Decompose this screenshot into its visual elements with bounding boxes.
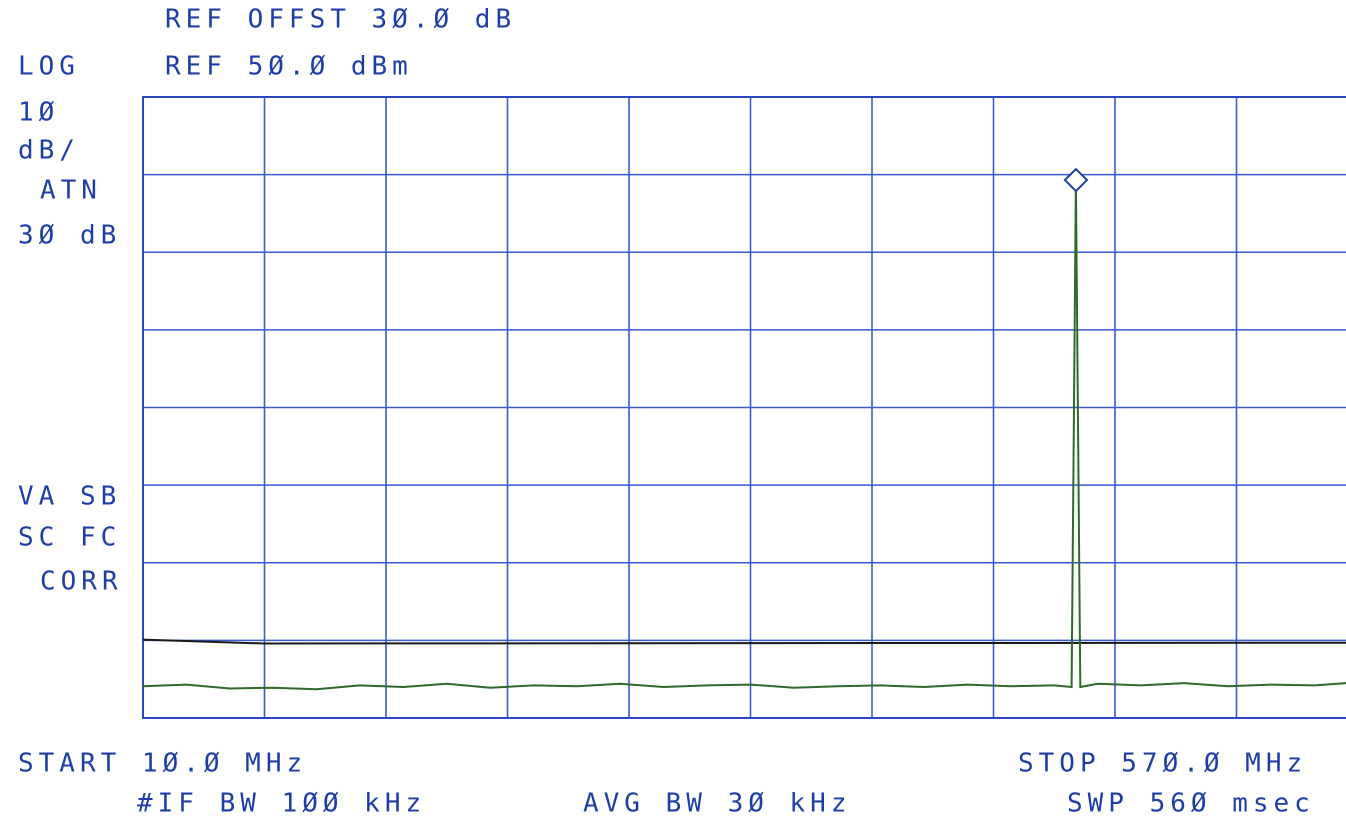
annotation: REF OFFST 3Ø.Ø dB — [165, 5, 516, 35]
annotation: ATN — [40, 176, 102, 206]
annotation: SC FC — [18, 523, 121, 553]
plot-frame — [142, 96, 1346, 719]
annotation: CORR — [40, 567, 123, 597]
marker — [1063, 167, 1089, 193]
annotation: REF 5Ø.Ø dBm — [165, 52, 413, 82]
annotation: #IF BW 1ØØ kHz — [137, 789, 426, 819]
annotation: STOP 57Ø.Ø MHz — [1018, 749, 1307, 779]
annotation: dB/ — [18, 136, 80, 166]
trace — [142, 180, 1346, 691]
annotation: SWP 56Ø msec — [1067, 789, 1315, 819]
annotation: AVG BW 3Ø kHz — [583, 789, 852, 819]
annotation: 1Ø — [18, 98, 59, 128]
annotation: START 1Ø.Ø MHz — [18, 749, 307, 779]
annotation: VA SB — [18, 482, 121, 512]
trace — [142, 638, 1346, 645]
annotation: 3Ø dB — [18, 221, 121, 251]
annotation: LOG — [18, 52, 80, 82]
